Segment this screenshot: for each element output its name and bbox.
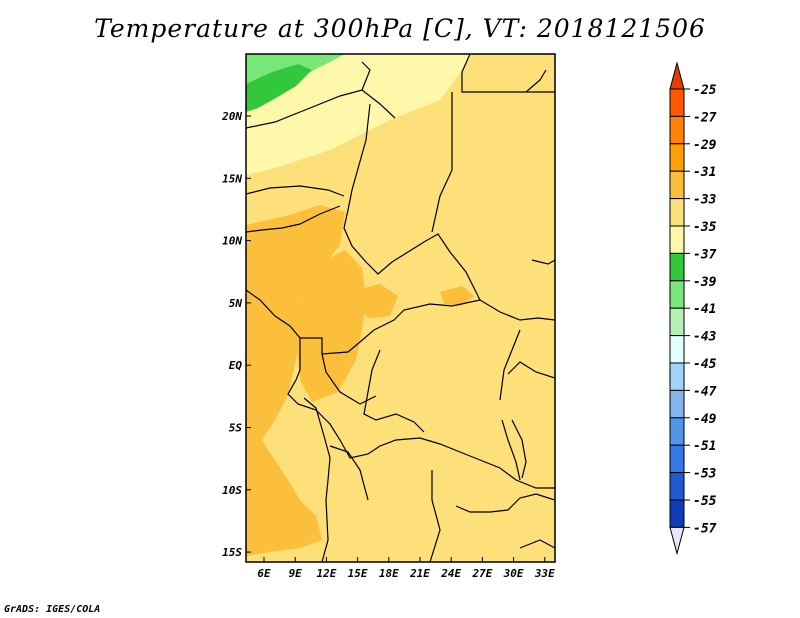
colorbar-swatch xyxy=(669,88,685,117)
colorbar-swatch xyxy=(669,472,685,501)
colorbar-label: -47 xyxy=(693,384,717,399)
longitude-label: 9E xyxy=(289,567,303,580)
latitude-label: 20N xyxy=(221,110,242,123)
latitude-label: 15S xyxy=(222,546,242,559)
latitude-label: EQ xyxy=(229,359,243,372)
grads-credit: GrADS: IGES/COLA xyxy=(4,604,101,615)
temperature-zone-warm-patch-car xyxy=(440,286,474,306)
colorbar-label: -37 xyxy=(693,247,717,262)
temperature-zone-cold xyxy=(246,54,470,175)
colorbar-swatch xyxy=(669,225,685,254)
temperature-zone-dark-green xyxy=(246,64,312,112)
longitude-label: 18E xyxy=(379,567,399,580)
longitude-axis: 6E 9E 12E 15E 18E 21E 24E 27E 30E 33E xyxy=(257,557,555,580)
longitude-label: 6E xyxy=(257,567,271,580)
latitude-label: 10S xyxy=(222,484,242,497)
colorbar-swatch xyxy=(669,417,685,446)
longitude-label: 30E xyxy=(503,567,524,580)
map-panel xyxy=(245,53,556,563)
colorbar-label: -53 xyxy=(693,467,717,482)
latitude-label: 5N xyxy=(229,297,243,310)
colorbar-label: -57 xyxy=(693,521,717,536)
colorbar-label: -49 xyxy=(693,412,717,427)
latitude-label: 15N xyxy=(222,172,242,185)
longitude-label: 21E xyxy=(409,567,430,580)
colorbar-label: -41 xyxy=(693,302,716,317)
longitude-label: 27E xyxy=(471,567,492,580)
colorbar-label: -45 xyxy=(693,357,717,372)
colorbar-swatch xyxy=(669,444,685,474)
temperature-zone-warm-south xyxy=(246,440,322,556)
colorbar-swatch xyxy=(669,143,685,172)
colorbar-label: -39 xyxy=(693,275,717,290)
colorbar-swatch xyxy=(669,335,685,364)
latitude-label: 10N xyxy=(222,235,242,248)
colorbar-label: -55 xyxy=(693,494,717,509)
temperature-zone-warm-cameroon xyxy=(296,250,366,402)
chart-title: Temperature at 300hPa [C], VT: 201812150… xyxy=(94,14,706,43)
colorbar-top-arrow xyxy=(669,61,685,90)
latitude-label: 5S xyxy=(229,422,243,435)
latitude-axis: 20N 15N 10N 5N EQ 5S 10S 15S xyxy=(221,110,251,559)
colorbar-label: -25 xyxy=(693,83,717,98)
colorbar: -25 -27 -29 -31 -33 -35 -37 -39 -41 -43 -45 -47 -49 -… xyxy=(669,61,717,556)
longitude-label: 33E xyxy=(534,567,555,580)
colorbar-bottom-arrow xyxy=(669,526,685,556)
temperature-zone-warm-west xyxy=(246,205,345,440)
colorbar-label: -51 xyxy=(693,439,716,454)
colorbar-swatch xyxy=(669,389,685,419)
colorbar-swatch xyxy=(669,115,685,145)
colorbar-swatch xyxy=(669,280,685,309)
colorbar-label: -33 xyxy=(693,193,717,208)
colorbar-label: -31 xyxy=(693,165,716,180)
longitude-label: 24E xyxy=(440,567,461,580)
colorbar-swatch xyxy=(669,198,685,227)
colorbar-swatch xyxy=(669,307,685,337)
colorbar-swatch xyxy=(669,252,685,282)
colorbar-swatch xyxy=(669,362,685,391)
colorbar-swatch xyxy=(669,170,685,200)
longitude-label: 15E xyxy=(348,567,368,580)
colorbar-label: -35 xyxy=(693,220,717,235)
colorbar-swatch xyxy=(669,499,685,528)
map-borders xyxy=(246,54,555,562)
colorbar-label: -29 xyxy=(693,138,717,153)
colorbar-label: -27 xyxy=(693,110,717,125)
colorbar-label: -43 xyxy=(693,330,717,345)
longitude-label: 12E xyxy=(316,567,336,580)
temperature-zone-warm-patch-east xyxy=(356,284,398,318)
